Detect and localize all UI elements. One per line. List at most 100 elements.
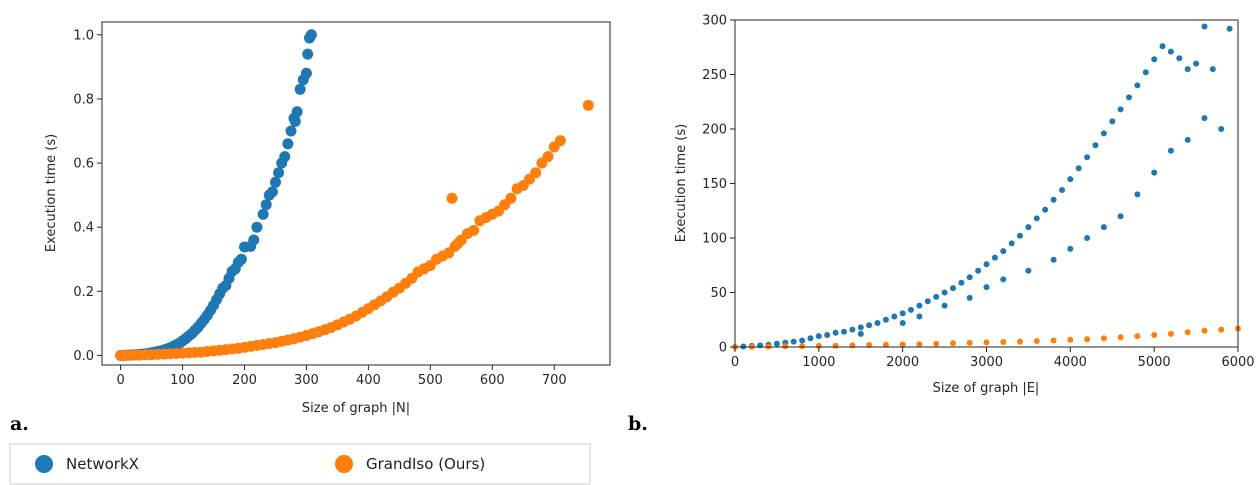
data-point-networkx (1142, 69, 1149, 76)
legend: NetworkX GrandIso (Ours) (9, 443, 591, 485)
x-tick-label: 700 (542, 373, 567, 388)
data-point-grandiso (916, 341, 923, 348)
data-point-networkx (807, 335, 814, 342)
data-point-networkx (1159, 43, 1166, 50)
data-point-networkx (891, 313, 898, 320)
data-point-networkx (1100, 130, 1107, 137)
data-point-networkx (302, 48, 314, 60)
data-point-networkx (248, 234, 260, 246)
data-point-networkx (773, 340, 780, 347)
data-point-networkx (257, 208, 269, 220)
data-point-networkx (1067, 245, 1074, 252)
data-point-grandiso (1000, 339, 1007, 345)
data-point-networkx (1084, 154, 1091, 161)
data-point-networkx (832, 329, 839, 336)
data-point-networkx (983, 261, 990, 268)
legend-label-networkx: NetworkX (66, 455, 139, 473)
x-tick-label: 4000 (1054, 355, 1087, 370)
data-point-networkx (1184, 66, 1191, 73)
data-point-networkx (1134, 191, 1141, 198)
data-point-networkx (1209, 66, 1216, 73)
data-point-grandiso (1017, 338, 1023, 345)
data-point-networkx (294, 83, 306, 95)
chart-a-y-label: Execution time (s) (44, 134, 59, 252)
data-point-networkx (933, 293, 940, 300)
x-tick-label: 1000 (802, 355, 835, 370)
data-point-grandiso (832, 342, 839, 349)
data-point-grandiso (554, 135, 566, 147)
data-point-grandiso (1151, 332, 1158, 338)
data-point-networkx (282, 138, 294, 150)
data-point-networkx (291, 106, 303, 118)
data-point-grandiso (799, 343, 806, 350)
data-point-grandiso (882, 341, 889, 348)
data-point-networkx (1184, 136, 1191, 143)
data-point-networkx (866, 322, 873, 329)
x-tick-label: 2000 (886, 355, 919, 370)
y-tick-label: 150 (702, 177, 727, 192)
data-point-grandiso (966, 339, 973, 346)
data-point-grandiso (933, 340, 940, 347)
data-point-networkx (1025, 267, 1032, 274)
chart-a-y-ticks: 0.0 0.2 0.4 0.6 0.8 1.0 (73, 28, 102, 364)
data-point-networkx (899, 320, 906, 326)
data-point-networkx (260, 199, 272, 211)
data-point-networkx (790, 338, 797, 345)
data-point-grandiso (1117, 334, 1124, 341)
y-tick-label: 250 (702, 68, 727, 83)
legend-label-grandiso: GrandIso (Ours) (366, 455, 485, 473)
data-point-grandiso (983, 339, 990, 346)
data-point-networkx (1100, 224, 1107, 231)
data-point-networkx (1017, 232, 1023, 239)
y-tick-label: 100 (702, 232, 727, 247)
data-point-networkx (235, 253, 247, 265)
data-point-networkx (251, 221, 263, 233)
data-point-grandiso (542, 151, 554, 163)
y-tick-label: 0.0 (73, 349, 94, 364)
data-point-grandiso (1033, 338, 1040, 344)
data-point-networkx (899, 310, 906, 317)
data-point-grandiso (1218, 326, 1225, 333)
data-point-networkx (1008, 240, 1015, 247)
x-tick-label: 6000 (1221, 355, 1254, 370)
data-point-networkx (305, 29, 317, 41)
panel-label-a: a. (10, 413, 29, 435)
data-point-networkx (857, 324, 864, 331)
data-point-networkx (841, 328, 847, 335)
data-point-grandiso (582, 99, 594, 111)
y-tick-label: 0 (719, 341, 727, 356)
data-point-grandiso (468, 224, 480, 236)
data-point-grandiso (782, 343, 789, 350)
data-point-networkx (874, 320, 881, 326)
y-tick-label: 0.8 (73, 92, 94, 107)
chart-a-points (115, 29, 594, 361)
data-point-grandiso (950, 340, 956, 347)
x-tick-label: 0 (116, 373, 124, 388)
data-point-networkx (857, 330, 864, 337)
data-point-networkx (270, 176, 281, 188)
data-point-networkx (958, 279, 965, 286)
data-point-grandiso (446, 192, 458, 204)
chart-a-x-label: Size of graph |N| (302, 401, 410, 416)
x-tick-label: 400 (356, 373, 381, 388)
data-point-networkx (1109, 118, 1116, 125)
data-point-networkx (1000, 248, 1007, 255)
data-point-networkx (815, 333, 822, 340)
x-tick-label: 3000 (970, 355, 1003, 370)
x-tick-label: 300 (294, 373, 319, 388)
y-tick-label: 50 (710, 286, 727, 301)
data-point-grandiso (1201, 327, 1208, 334)
chart-b: 0 1000 2000 3000 4000 5000 6000 0 50 100 150 200 25… (628, 14, 1255, 436)
data-point-networkx (941, 289, 948, 296)
y-tick-label: 1.0 (73, 28, 94, 43)
data-point-grandiso (1184, 329, 1191, 336)
y-tick-label: 0.2 (73, 285, 94, 300)
data-point-networkx (1000, 276, 1007, 283)
legend-marker-grandiso (335, 455, 353, 473)
data-point-networkx (950, 285, 956, 292)
data-point-networkx (273, 167, 285, 179)
y-tick-label: 0.4 (73, 221, 94, 236)
data-point-grandiso (1067, 336, 1074, 343)
data-point-grandiso (1100, 335, 1107, 342)
